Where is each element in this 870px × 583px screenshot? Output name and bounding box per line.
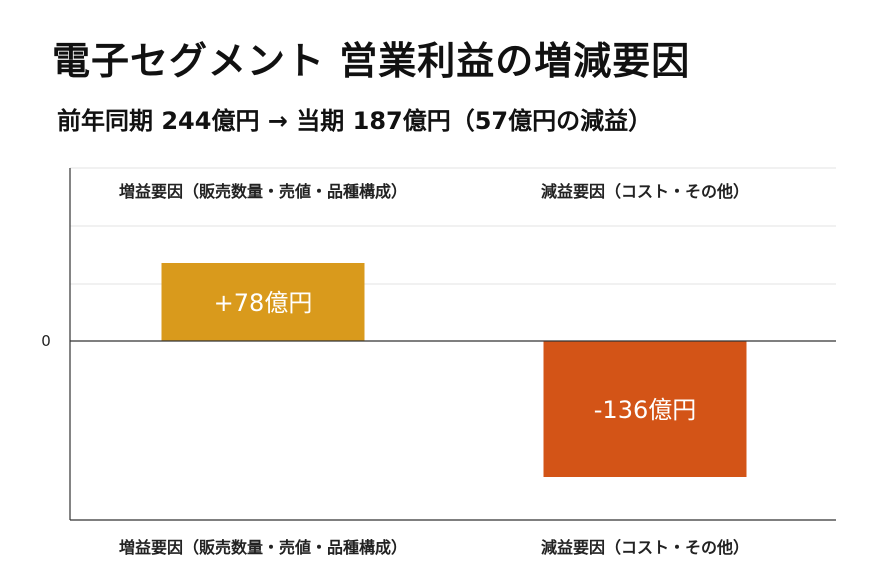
bar-value-label: -136億円 xyxy=(594,396,696,424)
x-tick-label: 減益要因（コスト・その他） xyxy=(541,538,749,557)
chart-title: 電子セグメント 営業利益の増減要因 xyxy=(52,39,691,83)
bar-2 xyxy=(543,341,747,477)
category-label-top: 減益要因（コスト・その他） xyxy=(541,182,749,201)
y-tick-label-0: 0 xyxy=(41,332,51,350)
bar-value-label: +78億円 xyxy=(214,289,313,317)
category-label-top: 増益要因（販売数量・売値・品種構成） xyxy=(119,182,407,201)
bar-1 xyxy=(161,263,365,341)
x-tick-label: 増益要因（販売数量・売値・品種構成） xyxy=(119,538,407,557)
chart-subtitle: 前年同期 244億円 → 当期 187億円（57億円の減益） xyxy=(57,107,653,135)
